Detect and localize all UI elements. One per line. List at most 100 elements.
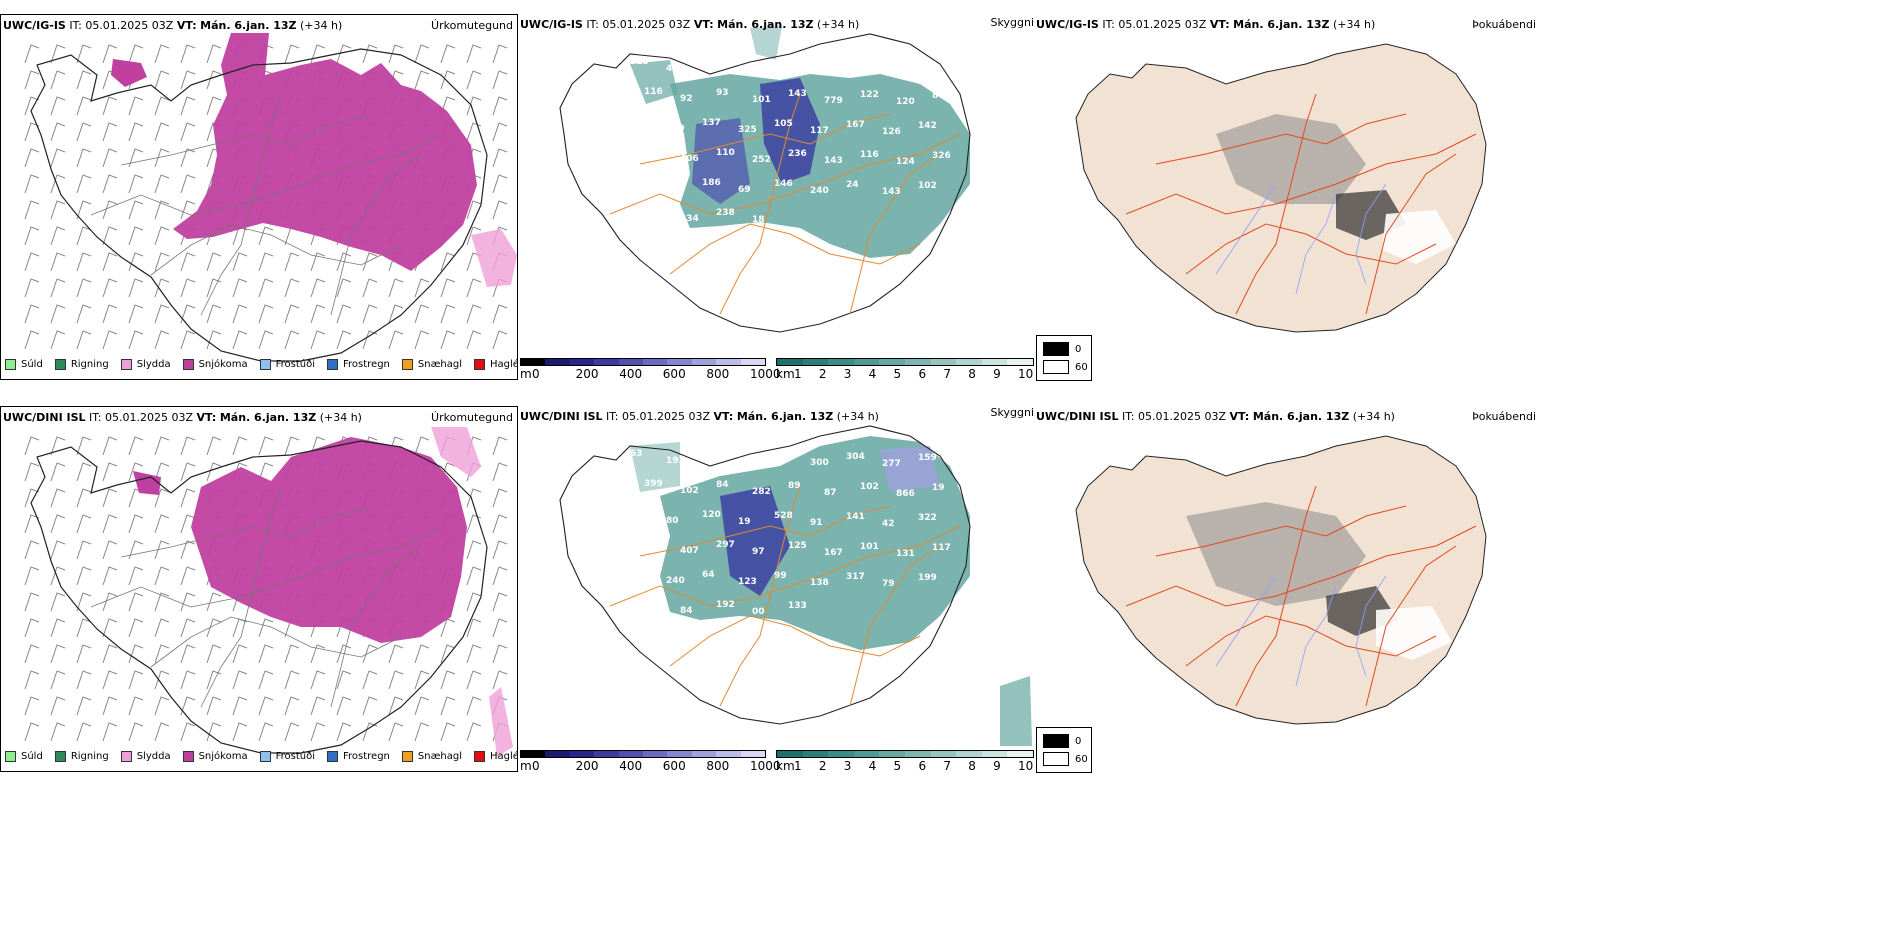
- ceiling-value-label: 159: [918, 453, 937, 463]
- wind-barb: [388, 330, 404, 350]
- wind-barb: [310, 644, 326, 664]
- wind-barb: [102, 644, 118, 664]
- ceiling-value-label: 24: [846, 180, 859, 190]
- elevation-colorbar: m 0 200 400 600 800 1000: [520, 358, 781, 380]
- wind-barb: [258, 436, 274, 456]
- panel-field-name: Úrkomutegund: [431, 411, 513, 424]
- wind-barb: [336, 44, 352, 64]
- wind-barb: [284, 696, 300, 716]
- wind-barb: [414, 44, 430, 64]
- ceiling-value-label: 315: [630, 57, 649, 67]
- fog-panel-1: UWC/IG-IS IT: 05.01.2025 03Z VT: Mán. 6.…: [1036, 14, 1536, 334]
- legend-item: Snæhagl: [401, 359, 462, 370]
- fog-map-1: [1075, 43, 1487, 333]
- precip-map-2: [24, 427, 513, 757]
- coast: [30, 48, 488, 362]
- wind-barb: [258, 722, 274, 742]
- cloudbase-colorbar-tick: 9: [993, 367, 1001, 380]
- wind-barb: [128, 44, 144, 64]
- wind-barb: [258, 696, 274, 716]
- wind-barb: [24, 44, 40, 64]
- cloudbase-colorbar-tick: 6: [918, 367, 927, 380]
- wind-barb: [128, 540, 144, 560]
- colorbar-cell: [716, 359, 741, 365]
- ceiling-value-label: 192: [630, 177, 649, 187]
- colorbar-cell: [716, 751, 741, 757]
- fog-legend-row: 0: [1043, 342, 1081, 356]
- wind-barb: [206, 462, 222, 482]
- wind-barb: [180, 44, 196, 64]
- wind-barb: [258, 330, 274, 350]
- colorbar-cell: [981, 359, 1008, 365]
- wind-barb: [492, 566, 508, 586]
- wind-barb: [388, 44, 404, 64]
- wind-barb: [206, 252, 222, 272]
- wind-barb: [154, 174, 170, 194]
- wind-barb: [154, 618, 170, 638]
- cloudbase-colorbar-tick: 4: [868, 759, 877, 772]
- wind-barb: [128, 696, 144, 716]
- fog-legend: 0 60: [1036, 335, 1092, 381]
- wind-barb: [466, 592, 482, 612]
- wind-barb: [128, 122, 144, 142]
- fog-shade: [1382, 210, 1456, 264]
- wind-barb: [50, 592, 66, 612]
- colorbar-cell: [981, 751, 1008, 757]
- legend-label: Haglél: [490, 359, 517, 370]
- ceiling-value-label: 77: [882, 67, 895, 77]
- colorbar-cell: [1007, 359, 1033, 365]
- panel-field-name: Þokuábendi: [1472, 18, 1536, 31]
- colorbar-cell: [802, 359, 829, 365]
- wind-barb: [466, 278, 482, 298]
- ceiling-value-label: 122: [630, 509, 649, 519]
- elevation-colorbar-tick: 200: [575, 759, 599, 772]
- wind-barb: [414, 330, 430, 350]
- ceiling-value-label: 146: [774, 179, 793, 189]
- ceiling-value-label: 167: [824, 548, 843, 558]
- wind-barb: [206, 722, 222, 742]
- fog-legend-label: 60: [1075, 753, 1088, 765]
- ceiling-value-label: 124: [896, 157, 915, 167]
- wind-barb: [76, 122, 92, 142]
- cloudbase-colorbar-tick: 5: [893, 367, 902, 380]
- wind-barb: [24, 566, 40, 586]
- wind-barb: [362, 252, 378, 272]
- colorbar-cell: [740, 359, 766, 365]
- roads: [609, 93, 961, 315]
- wind-barb: [232, 722, 248, 742]
- wind-barb: [24, 462, 40, 482]
- wind-barb: [180, 252, 196, 272]
- wind-barb: [76, 488, 92, 508]
- wind-barb: [24, 70, 40, 90]
- ceiling-value-label: 326: [932, 151, 951, 161]
- ceiling-value-label: 13: [644, 207, 657, 217]
- wind-barb: [76, 566, 92, 586]
- wind-barb: [492, 488, 508, 508]
- panel-title: UWC/DINI ISL IT: 05.01.2025 03Z VT: Mán.…: [1036, 410, 1395, 423]
- wind-barb: [76, 96, 92, 116]
- legend-item: Snjókoma: [182, 751, 248, 762]
- wind-barb: [154, 44, 170, 64]
- ceiling-value-label: 126: [644, 147, 663, 157]
- colorbar-cell: [618, 359, 644, 365]
- ceiling-value-label: 240: [666, 576, 685, 586]
- wind-barb: [76, 44, 92, 64]
- ceiling-value-label: 277: [882, 459, 901, 469]
- wind-barb: [492, 540, 508, 560]
- wind-barb: [336, 278, 352, 298]
- river-line: [1295, 193, 1337, 295]
- ceiling-value-label: 197: [738, 65, 757, 75]
- ceiling-value-label: 199: [918, 573, 937, 583]
- legend-swatch: [327, 751, 338, 762]
- ceiling-value-label: 00: [752, 607, 765, 617]
- wind-barb: [128, 462, 144, 482]
- wind-barb: [206, 592, 222, 612]
- sleet-area: [471, 229, 517, 287]
- colorbar-cell: [667, 359, 692, 365]
- wind-barb: [440, 644, 456, 664]
- precip-legend: Súld Rigning Slydda Snjókoma Frostúði Frostre…: [5, 751, 517, 762]
- low-ceiling-area: [880, 446, 940, 492]
- snow-area: [191, 437, 467, 643]
- wind-barb: [24, 644, 40, 664]
- visibility-panel-1: 315 468 127 197 87 54 70 77 116 116 92 93 101 143 779 1…: [520, 14, 1034, 380]
